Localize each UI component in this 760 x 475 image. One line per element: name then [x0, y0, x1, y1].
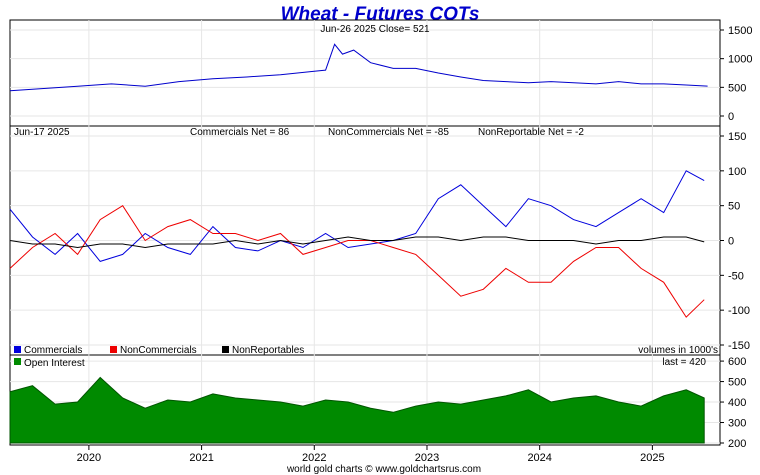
y-tick-label: 600 — [728, 356, 746, 368]
oi-last-label: last = 420 — [662, 357, 706, 368]
x-tick-label: 2025 — [640, 452, 664, 464]
x-tick-label: 2023 — [415, 452, 439, 464]
legend-label-commercials: Commercials — [24, 345, 82, 356]
grid — [10, 20, 724, 450]
price-panel-frame — [9, 19, 721, 127]
price-line — [9, 43, 708, 92]
chart-title: Wheat - Futures COTs — [281, 4, 480, 25]
x-tick-label: 2021 — [189, 452, 213, 464]
legend-label-noncommercials: NonCommercials — [120, 345, 197, 356]
y-tick-label: 300 — [728, 418, 746, 430]
price-annotation: Jun-26 2025 Close= 521 — [320, 24, 430, 35]
axis-labels: 2020 2021 2022 2023 2024 20251500100050001501… — [77, 25, 753, 464]
y-tick-label: -100 — [728, 305, 750, 317]
noncommercials-net-label: NonCommercials Net = -85 — [328, 127, 449, 138]
y-tick-label: 0 — [728, 236, 734, 248]
series-line-nonreportables — [9, 236, 705, 249]
legend-swatch-commercials — [14, 346, 21, 353]
x-tick-label: 2020 — [77, 452, 101, 464]
y-tick-label: 200 — [728, 438, 746, 450]
y-tick-label: -50 — [728, 270, 744, 282]
nonreportable-net-label: NonReportable Net = -2 — [478, 127, 584, 138]
legend-swatch-noncommercials — [110, 346, 117, 353]
legend-swatch-nonreportables — [222, 346, 229, 353]
footer-credit: world gold charts © www.goldchartsrus.co… — [286, 464, 481, 475]
y-tick-label: 400 — [728, 397, 746, 409]
y-tick-label: 0 — [728, 111, 734, 123]
open-interest-area — [9, 376, 705, 444]
x-tick-label: 2024 — [527, 452, 551, 464]
y-tick-label: -150 — [728, 340, 750, 352]
series-line-noncommercials — [9, 205, 705, 318]
x-tick-label: 2022 — [302, 452, 326, 464]
series-line-commercials — [9, 170, 705, 262]
y-tick-label: 1000 — [728, 54, 752, 66]
y-tick-label: 500 — [728, 82, 746, 94]
legend-swatch-open-interest — [14, 358, 21, 365]
commercials-net-label: Commercials Net = 86 — [190, 127, 290, 138]
y-tick-label: 1500 — [728, 25, 752, 37]
units-note: volumes in 1000's — [638, 345, 718, 356]
y-tick-label: 500 — [728, 377, 746, 389]
legend-label-open-interest: Open Interest — [24, 358, 85, 369]
legend-label-nonreportables: NonReportables — [232, 345, 304, 356]
data-marks — [9, 43, 708, 444]
net-date-label: Jun-17 2025 — [14, 127, 70, 138]
y-tick-label: 150 — [728, 131, 746, 143]
y-tick-label: 100 — [728, 166, 746, 178]
y-tick-label: 50 — [728, 201, 740, 213]
